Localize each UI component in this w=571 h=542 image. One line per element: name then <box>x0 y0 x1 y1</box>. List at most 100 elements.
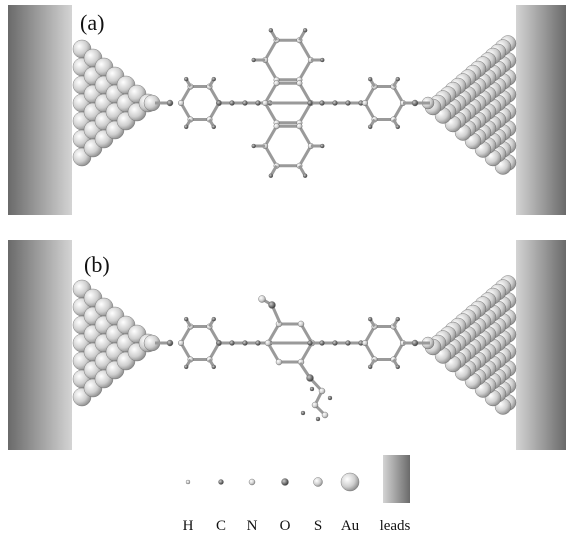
atom <box>301 411 305 415</box>
atom <box>212 317 216 321</box>
lead <box>8 240 72 450</box>
atom <box>308 101 313 106</box>
bond <box>265 126 276 146</box>
atom <box>412 100 418 106</box>
atom <box>184 77 188 81</box>
atom <box>333 341 338 346</box>
lead <box>516 5 566 215</box>
legend-label: N <box>247 518 258 534</box>
atom <box>368 77 372 81</box>
atom <box>212 365 216 369</box>
scene <box>8 5 566 450</box>
atom <box>320 144 324 148</box>
legend-atom <box>186 480 190 484</box>
atom <box>320 101 325 106</box>
atom <box>178 100 184 106</box>
legend-lead <box>383 455 410 503</box>
atom <box>276 359 282 365</box>
legend-label: C <box>216 518 226 534</box>
bond <box>265 103 276 123</box>
atom <box>298 321 304 327</box>
atom <box>252 58 256 62</box>
legend-label: leads <box>380 518 411 534</box>
atom <box>396 317 400 321</box>
atom <box>230 101 235 106</box>
atom <box>303 174 307 178</box>
legend-label: S <box>314 518 322 534</box>
atom <box>346 341 351 346</box>
panel-label: (b) <box>84 252 110 277</box>
atom <box>269 174 273 178</box>
bond <box>299 83 310 103</box>
atom <box>396 77 400 81</box>
atom <box>396 125 400 129</box>
legend-atom <box>219 480 224 485</box>
atom <box>368 125 372 129</box>
bond <box>265 146 276 166</box>
atom <box>297 123 303 129</box>
atom <box>322 412 328 418</box>
lead <box>8 5 72 215</box>
lead <box>516 240 566 450</box>
atom <box>184 317 188 321</box>
legend-label: O <box>280 518 291 534</box>
atom <box>259 296 266 303</box>
atom <box>346 101 351 106</box>
bond <box>299 126 310 146</box>
atom <box>307 375 314 382</box>
atom <box>320 341 325 346</box>
atom <box>184 365 188 369</box>
atom <box>243 341 248 346</box>
legend-label: H <box>183 518 194 534</box>
atom <box>274 123 280 129</box>
atom <box>368 317 372 321</box>
atom <box>308 341 313 346</box>
atom <box>362 340 368 346</box>
atom <box>230 341 235 346</box>
atom <box>167 340 173 346</box>
figure: (a) (b) H C N O S Au leads <box>0 0 571 542</box>
atom <box>316 417 320 421</box>
atom <box>167 100 173 106</box>
atom <box>297 80 303 86</box>
atom <box>252 144 256 148</box>
atom <box>396 365 400 369</box>
atom <box>262 100 268 106</box>
bond <box>301 343 312 362</box>
atom <box>256 101 261 106</box>
atom <box>319 388 325 394</box>
legend-atom <box>282 479 289 486</box>
bond <box>299 146 310 166</box>
atom <box>269 302 276 309</box>
atom <box>212 125 216 129</box>
atom <box>243 101 248 106</box>
atom <box>320 58 324 62</box>
atom <box>303 28 307 32</box>
atom <box>412 340 418 346</box>
atom <box>217 101 222 106</box>
atom <box>362 100 368 106</box>
bond <box>265 40 276 60</box>
legend-atom <box>249 479 255 485</box>
atom <box>212 77 216 81</box>
bond <box>265 60 276 80</box>
legend: H C N O S Au leads <box>183 455 411 534</box>
bond <box>299 60 310 80</box>
atom <box>333 101 338 106</box>
legend-label: Au <box>341 518 360 534</box>
atom <box>274 80 280 86</box>
atom <box>368 365 372 369</box>
atom <box>178 340 184 346</box>
bond <box>268 343 279 362</box>
atom <box>256 341 261 346</box>
bond <box>265 83 276 103</box>
bond <box>299 40 310 60</box>
legend-atom <box>314 478 323 487</box>
legend-atom <box>341 473 359 491</box>
atom <box>312 402 318 408</box>
atom <box>310 387 314 391</box>
atom <box>184 125 188 129</box>
panel-label: (a) <box>80 10 104 35</box>
atom <box>269 28 273 32</box>
bond <box>299 103 310 123</box>
